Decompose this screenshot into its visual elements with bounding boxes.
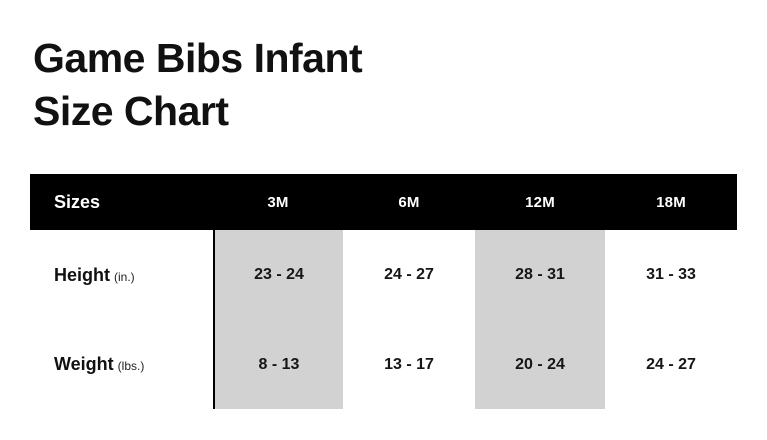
row-header-height-wrap: Height (in.): [54, 265, 135, 286]
row-label-weight: Weight: [54, 354, 114, 374]
cell-height-18m: 31 - 33: [646, 266, 696, 283]
row-header-weight-wrap: Weight (lbs.): [54, 354, 144, 375]
header-cell-18m: 18M: [656, 193, 686, 211]
header-cell-12m: 12M: [525, 193, 555, 211]
cell-weight-12m: 20 - 24: [475, 320, 605, 409]
cell-weight-18m: 24 - 27: [646, 355, 696, 373]
cell-height-3m: 23 - 24: [213, 230, 343, 320]
page-title-line2: Size Chart: [33, 88, 229, 134]
table-row-weight: Weight (lbs.) 8 - 13 13 - 17 20 - 24 24 …: [30, 320, 737, 409]
cell-height-12m: 28 - 31: [475, 230, 605, 320]
header-cell-sizes: Sizes: [54, 191, 101, 212]
cell-weight-6m: 13 - 17: [384, 355, 434, 373]
row-unit-height: (in.): [114, 269, 135, 284]
header-cell-3m: 3M: [267, 193, 289, 211]
cell-weight-3m: 8 - 13: [213, 320, 343, 409]
row-label-height: Height: [54, 264, 110, 285]
page-title: Game Bibs Infant Size Chart: [33, 32, 363, 138]
table-row-height: Height (in.) 23 - 24 24 - 27 28 - 31 31 …: [30, 230, 737, 320]
page-title-line1: Game Bibs Infant: [33, 35, 363, 81]
header-cell-6m: 6M: [398, 193, 420, 211]
table-header-row: Sizes 3M 6M 12M 18M: [30, 174, 737, 230]
row-header-weight: Weight (lbs.): [30, 320, 213, 409]
cell-height-6m: 24 - 27: [384, 266, 434, 283]
size-table: Sizes 3M 6M 12M 18M Height (in.) 23 - 24…: [30, 174, 737, 409]
row-header-height: Height (in.): [30, 230, 213, 320]
row-unit-weight: (lbs.): [117, 359, 145, 373]
